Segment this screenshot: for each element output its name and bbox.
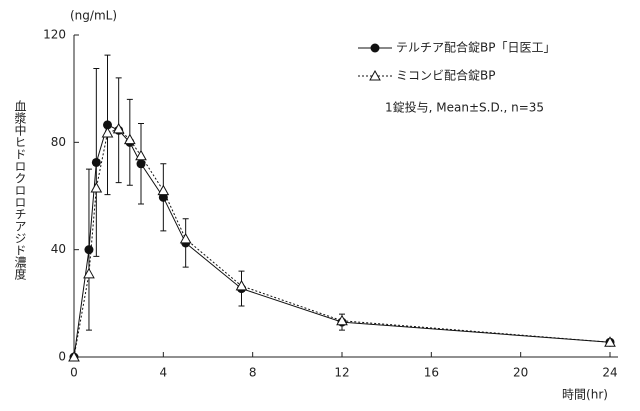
y-axis-label: 血漿中ヒドロクロロチアジド濃度 xyxy=(13,100,27,280)
point xyxy=(83,267,95,279)
point xyxy=(112,122,125,134)
legend-label: テルチア配合錠BP「日医工」 xyxy=(396,40,555,55)
x-tick-label: 16 xyxy=(424,366,439,380)
y-tick-label: 120 xyxy=(43,28,66,42)
point xyxy=(604,336,616,347)
series-line xyxy=(73,124,611,358)
x-tick-label: 24 xyxy=(602,366,617,380)
point xyxy=(135,149,147,161)
legend-label: ミコンビ配合錠BP xyxy=(396,68,495,83)
point xyxy=(101,126,114,138)
point xyxy=(157,184,170,196)
x-tick-label: 12 xyxy=(334,366,349,380)
x-tick-label: 4 xyxy=(160,366,168,380)
point xyxy=(68,350,80,362)
x-tick-label: 8 xyxy=(249,366,257,380)
legend-marker xyxy=(370,43,380,53)
legend-marker xyxy=(369,69,381,81)
point xyxy=(103,120,112,130)
series-line xyxy=(73,128,611,358)
point xyxy=(235,279,248,291)
point xyxy=(91,157,101,167)
y-unit: (ng/mL) xyxy=(70,9,117,23)
x-axis-label: 時間(hr) xyxy=(562,388,608,402)
y-tick-label: 80 xyxy=(51,135,66,149)
x-tick-label: 20 xyxy=(513,366,528,380)
y-tick-label: 40 xyxy=(51,242,66,256)
point xyxy=(179,232,192,244)
point xyxy=(90,181,103,193)
annotation: 1錠投与, Mean±S.D., n=35 xyxy=(385,100,544,115)
x-tick-label: 0 xyxy=(70,366,78,380)
y-tick-label: 0 xyxy=(58,350,66,364)
point xyxy=(123,133,136,145)
point xyxy=(336,314,348,326)
point xyxy=(136,159,146,169)
point xyxy=(84,245,94,255)
